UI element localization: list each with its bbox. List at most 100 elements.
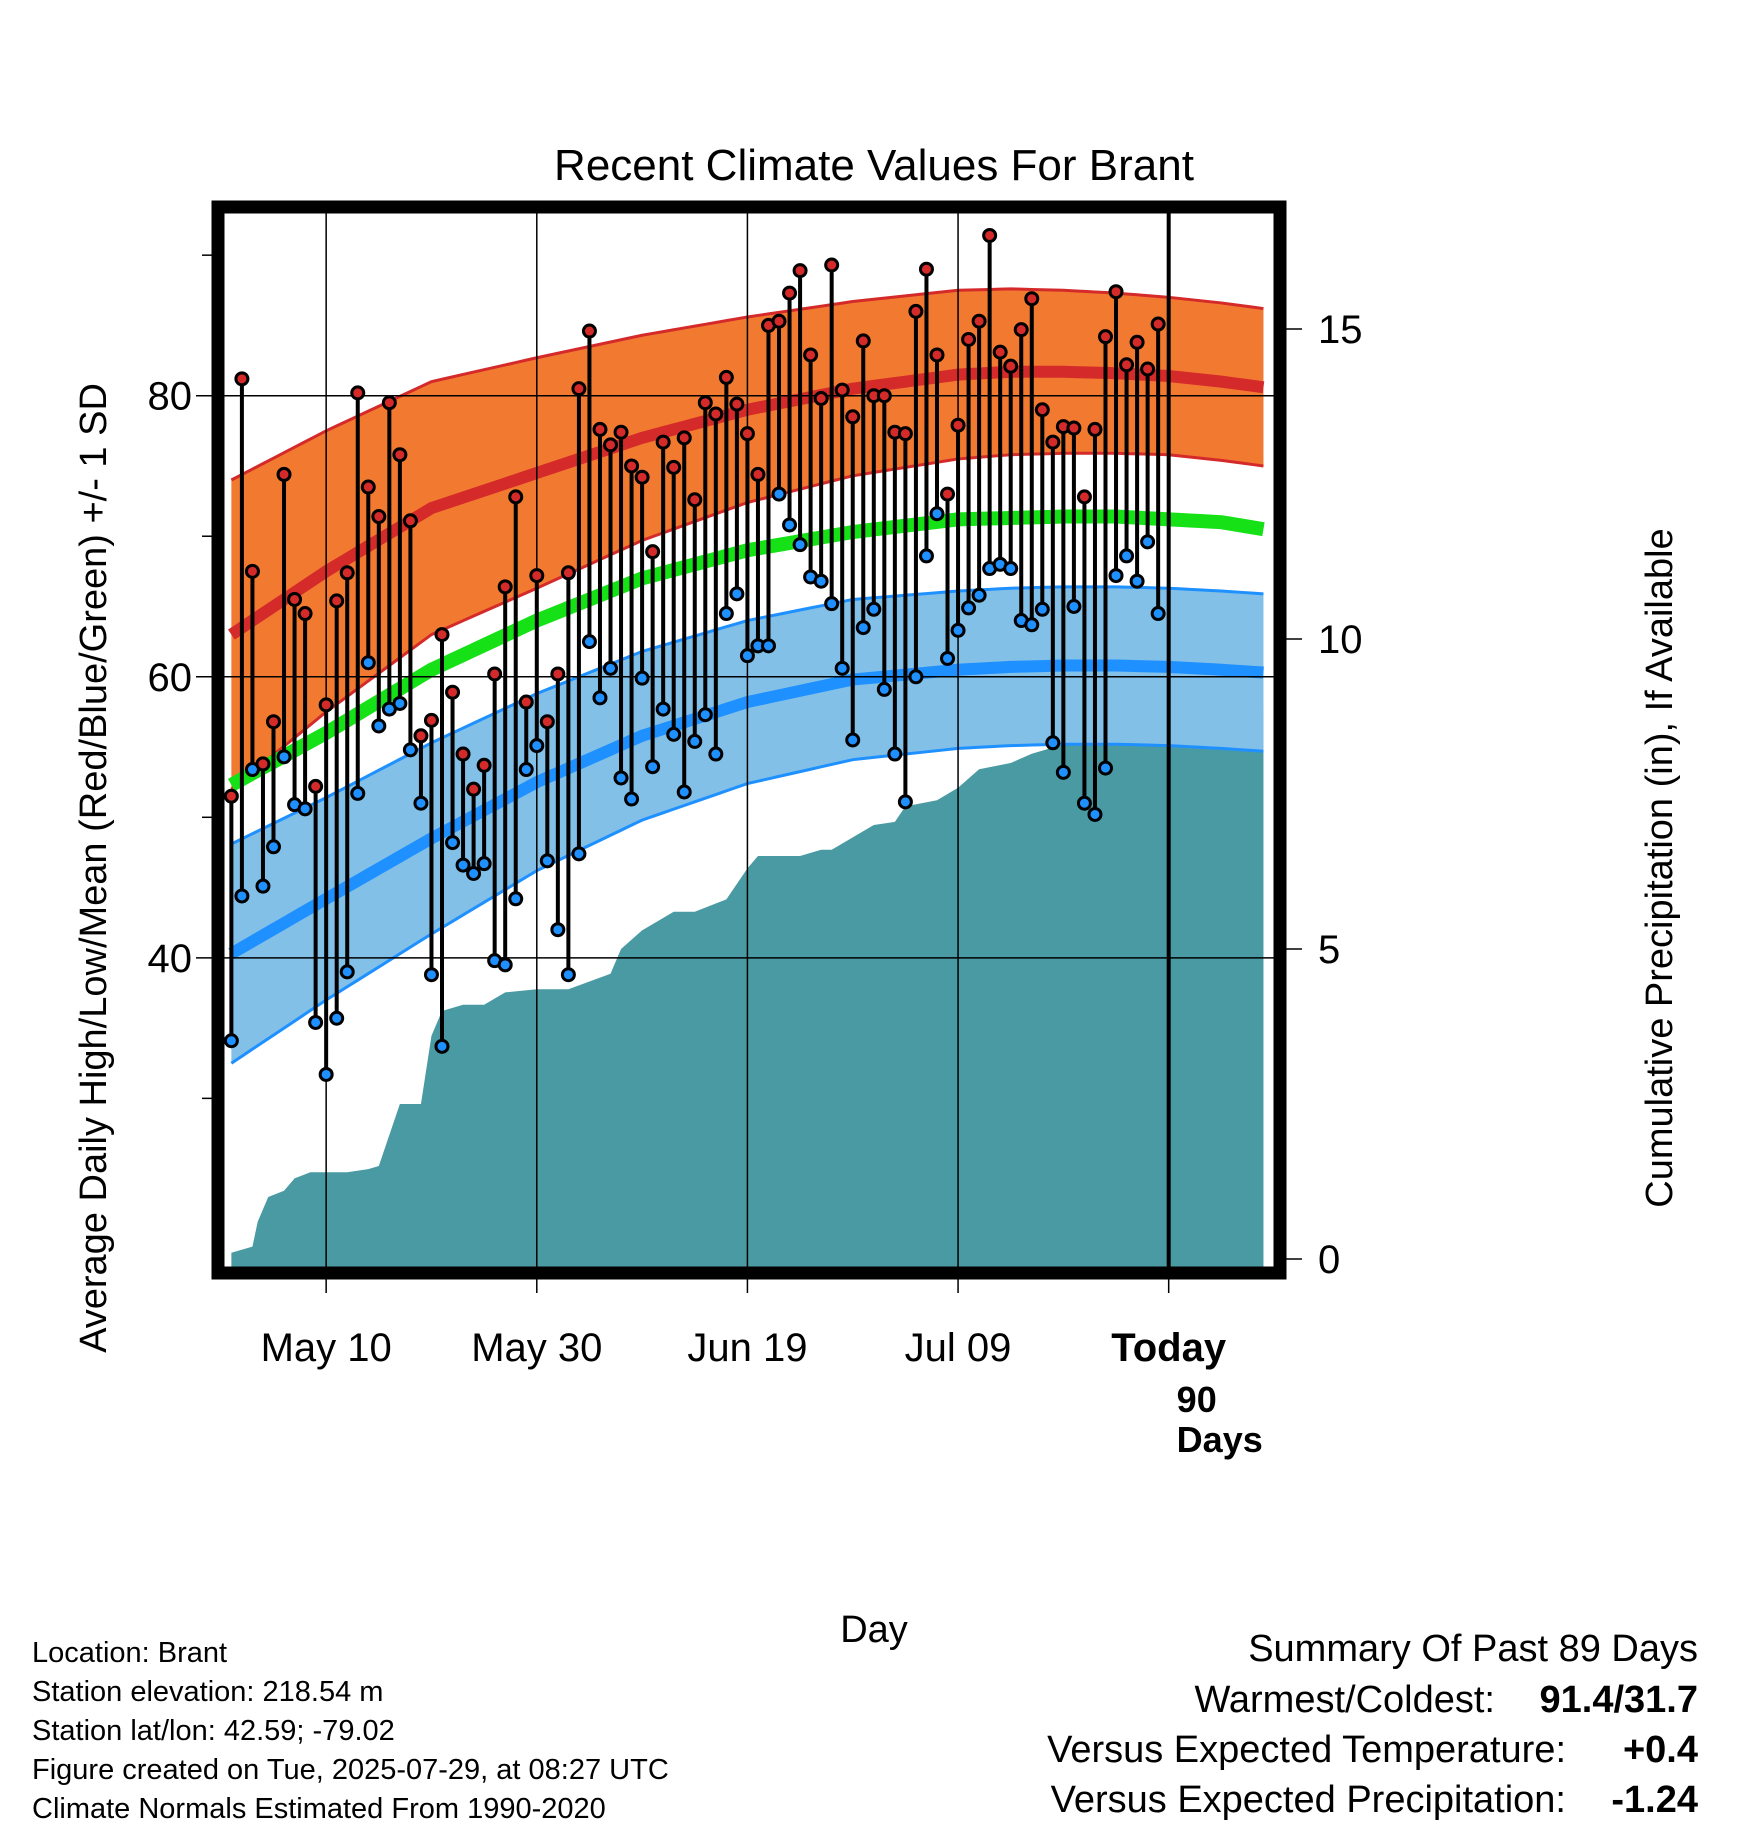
daily-low-point (824, 596, 840, 612)
daily-high-point (645, 544, 661, 560)
daily-low-point (813, 573, 829, 589)
daily-high-point (666, 459, 682, 475)
daily-low-point (950, 622, 966, 638)
daily-low-point (908, 669, 924, 685)
y2-tick-label: 0 (1318, 1238, 1340, 1282)
daily-high-point (876, 388, 892, 404)
daily-high-point (318, 697, 334, 713)
daily-low-point (729, 586, 745, 602)
daily-low-point (297, 801, 313, 817)
daily-low-point (581, 634, 597, 650)
daily-low-point (782, 517, 798, 533)
daily-high-point (392, 447, 408, 463)
daily-high-point (739, 426, 755, 442)
daily-low-point (402, 742, 418, 758)
daily-low-point (603, 660, 619, 676)
days-label-unit: Days (1177, 1419, 1263, 1460)
daily-low-point (413, 795, 429, 811)
daily-low-point (508, 891, 524, 907)
daily-high-point (529, 568, 545, 584)
daily-low-point (708, 746, 724, 762)
daily-low-point (318, 1066, 334, 1082)
daily-high-point (350, 385, 366, 401)
daily-high-point (1150, 316, 1166, 332)
daily-high-point (265, 714, 281, 730)
daily-high-point (360, 479, 376, 495)
daily-low-point (455, 857, 471, 873)
daily-low-point (265, 839, 281, 855)
daily-high-point (539, 714, 555, 730)
daily-low-point (1097, 760, 1113, 776)
daily-high-point (1076, 489, 1092, 505)
daily-low-point (697, 707, 713, 723)
plot-frame (211, 200, 1287, 1280)
daily-low-point (529, 738, 545, 754)
daily-high-point (918, 261, 934, 277)
warm-cold-label: Warmest/Coldest: (1194, 1679, 1495, 1721)
daily-low-point (1034, 601, 1050, 617)
daily-low-point (550, 922, 566, 938)
daily-high-point (982, 227, 998, 243)
high-band (231, 288, 1264, 790)
daily-low-point (466, 866, 482, 882)
daily-high-point (697, 395, 713, 411)
daily-low-point (971, 587, 987, 603)
daily-low-point (1045, 735, 1061, 751)
daily-low-point (518, 762, 534, 778)
daily-high-point (845, 409, 861, 425)
daily-high-point (897, 426, 913, 442)
daily-high-point (287, 591, 303, 607)
warm-cold-value: 91.4/31.7 (1540, 1679, 1698, 1721)
created-text: Figure created on Tue, 2025-07-29, at 08… (32, 1754, 669, 1786)
daily-low-point (855, 620, 871, 636)
daily-low-point (634, 670, 650, 686)
daily-low-point (645, 759, 661, 775)
daily-low-point (571, 846, 587, 862)
daily-high-point (950, 417, 966, 433)
y-axis-title: Average Daily High/Low/Mean (Red/Blue/Gr… (73, 383, 115, 1353)
x-axis-title: Day (840, 1609, 908, 1651)
daily-high-point (1034, 402, 1050, 418)
daily-high-point (687, 492, 703, 508)
daily-high-point (329, 593, 345, 609)
daily-high-point (487, 666, 503, 682)
summary-heading: Summary Of Past 89 Days (1248, 1628, 1698, 1670)
daily-high-point (423, 712, 439, 728)
daily-low-point (845, 732, 861, 748)
daily-low-point (560, 967, 576, 983)
daily-high-point (339, 565, 355, 581)
daily-low-point (339, 964, 355, 980)
daily-high-point (803, 347, 819, 363)
daily-high-point (1129, 334, 1145, 350)
daily-high-point (550, 666, 566, 682)
daily-high-point (992, 344, 1008, 360)
daily-high-point (560, 565, 576, 581)
daily-high-point (413, 728, 429, 744)
daily-low-point (592, 690, 608, 706)
y2-axis-title: Cumulative Precipitation (in), If Availa… (1639, 528, 1681, 1207)
daily-low-point (834, 660, 850, 676)
daily-low-point (497, 957, 513, 973)
daily-low-point (476, 856, 492, 872)
daily-high-point (1108, 284, 1124, 300)
daily-high-point (961, 331, 977, 347)
daily-high-point (592, 421, 608, 437)
daily-high-point (708, 406, 724, 422)
temp-label: Versus Expected Temperature: (1047, 1729, 1566, 1771)
daily-low-point (360, 655, 376, 671)
daily-high-point (402, 513, 418, 529)
normals-text: Climate Normals Estimated From 1990-2020 (32, 1793, 606, 1825)
daily-high-point (834, 382, 850, 398)
daily-low-point (234, 888, 250, 904)
daily-low-point (276, 749, 292, 765)
elevation-text: Station elevation: 218.54 m (32, 1676, 383, 1708)
daily-high-point (297, 606, 313, 622)
daily-low-point (866, 601, 882, 617)
daily-low-point (760, 638, 776, 654)
latlon-text: Station lat/lon: 42.59; -79.02 (32, 1715, 395, 1747)
daily-low-point (918, 548, 934, 564)
daily-low-point (739, 648, 755, 664)
daily-high-point (624, 458, 640, 474)
daily-low-point (961, 600, 977, 616)
